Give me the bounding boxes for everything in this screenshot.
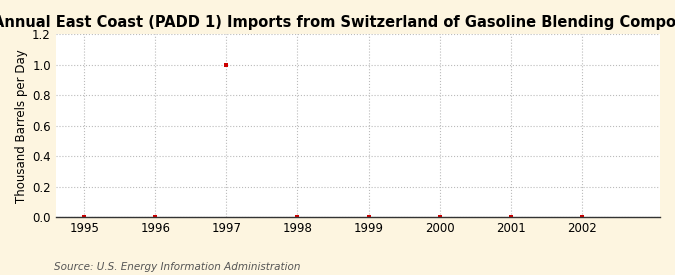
Title: Annual East Coast (PADD 1) Imports from Switzerland of Gasoline Blending Compone: Annual East Coast (PADD 1) Imports from … [0,15,675,30]
Text: Source: U.S. Energy Information Administration: Source: U.S. Energy Information Administ… [54,262,300,272]
Y-axis label: Thousand Barrels per Day: Thousand Barrels per Day [15,49,28,203]
